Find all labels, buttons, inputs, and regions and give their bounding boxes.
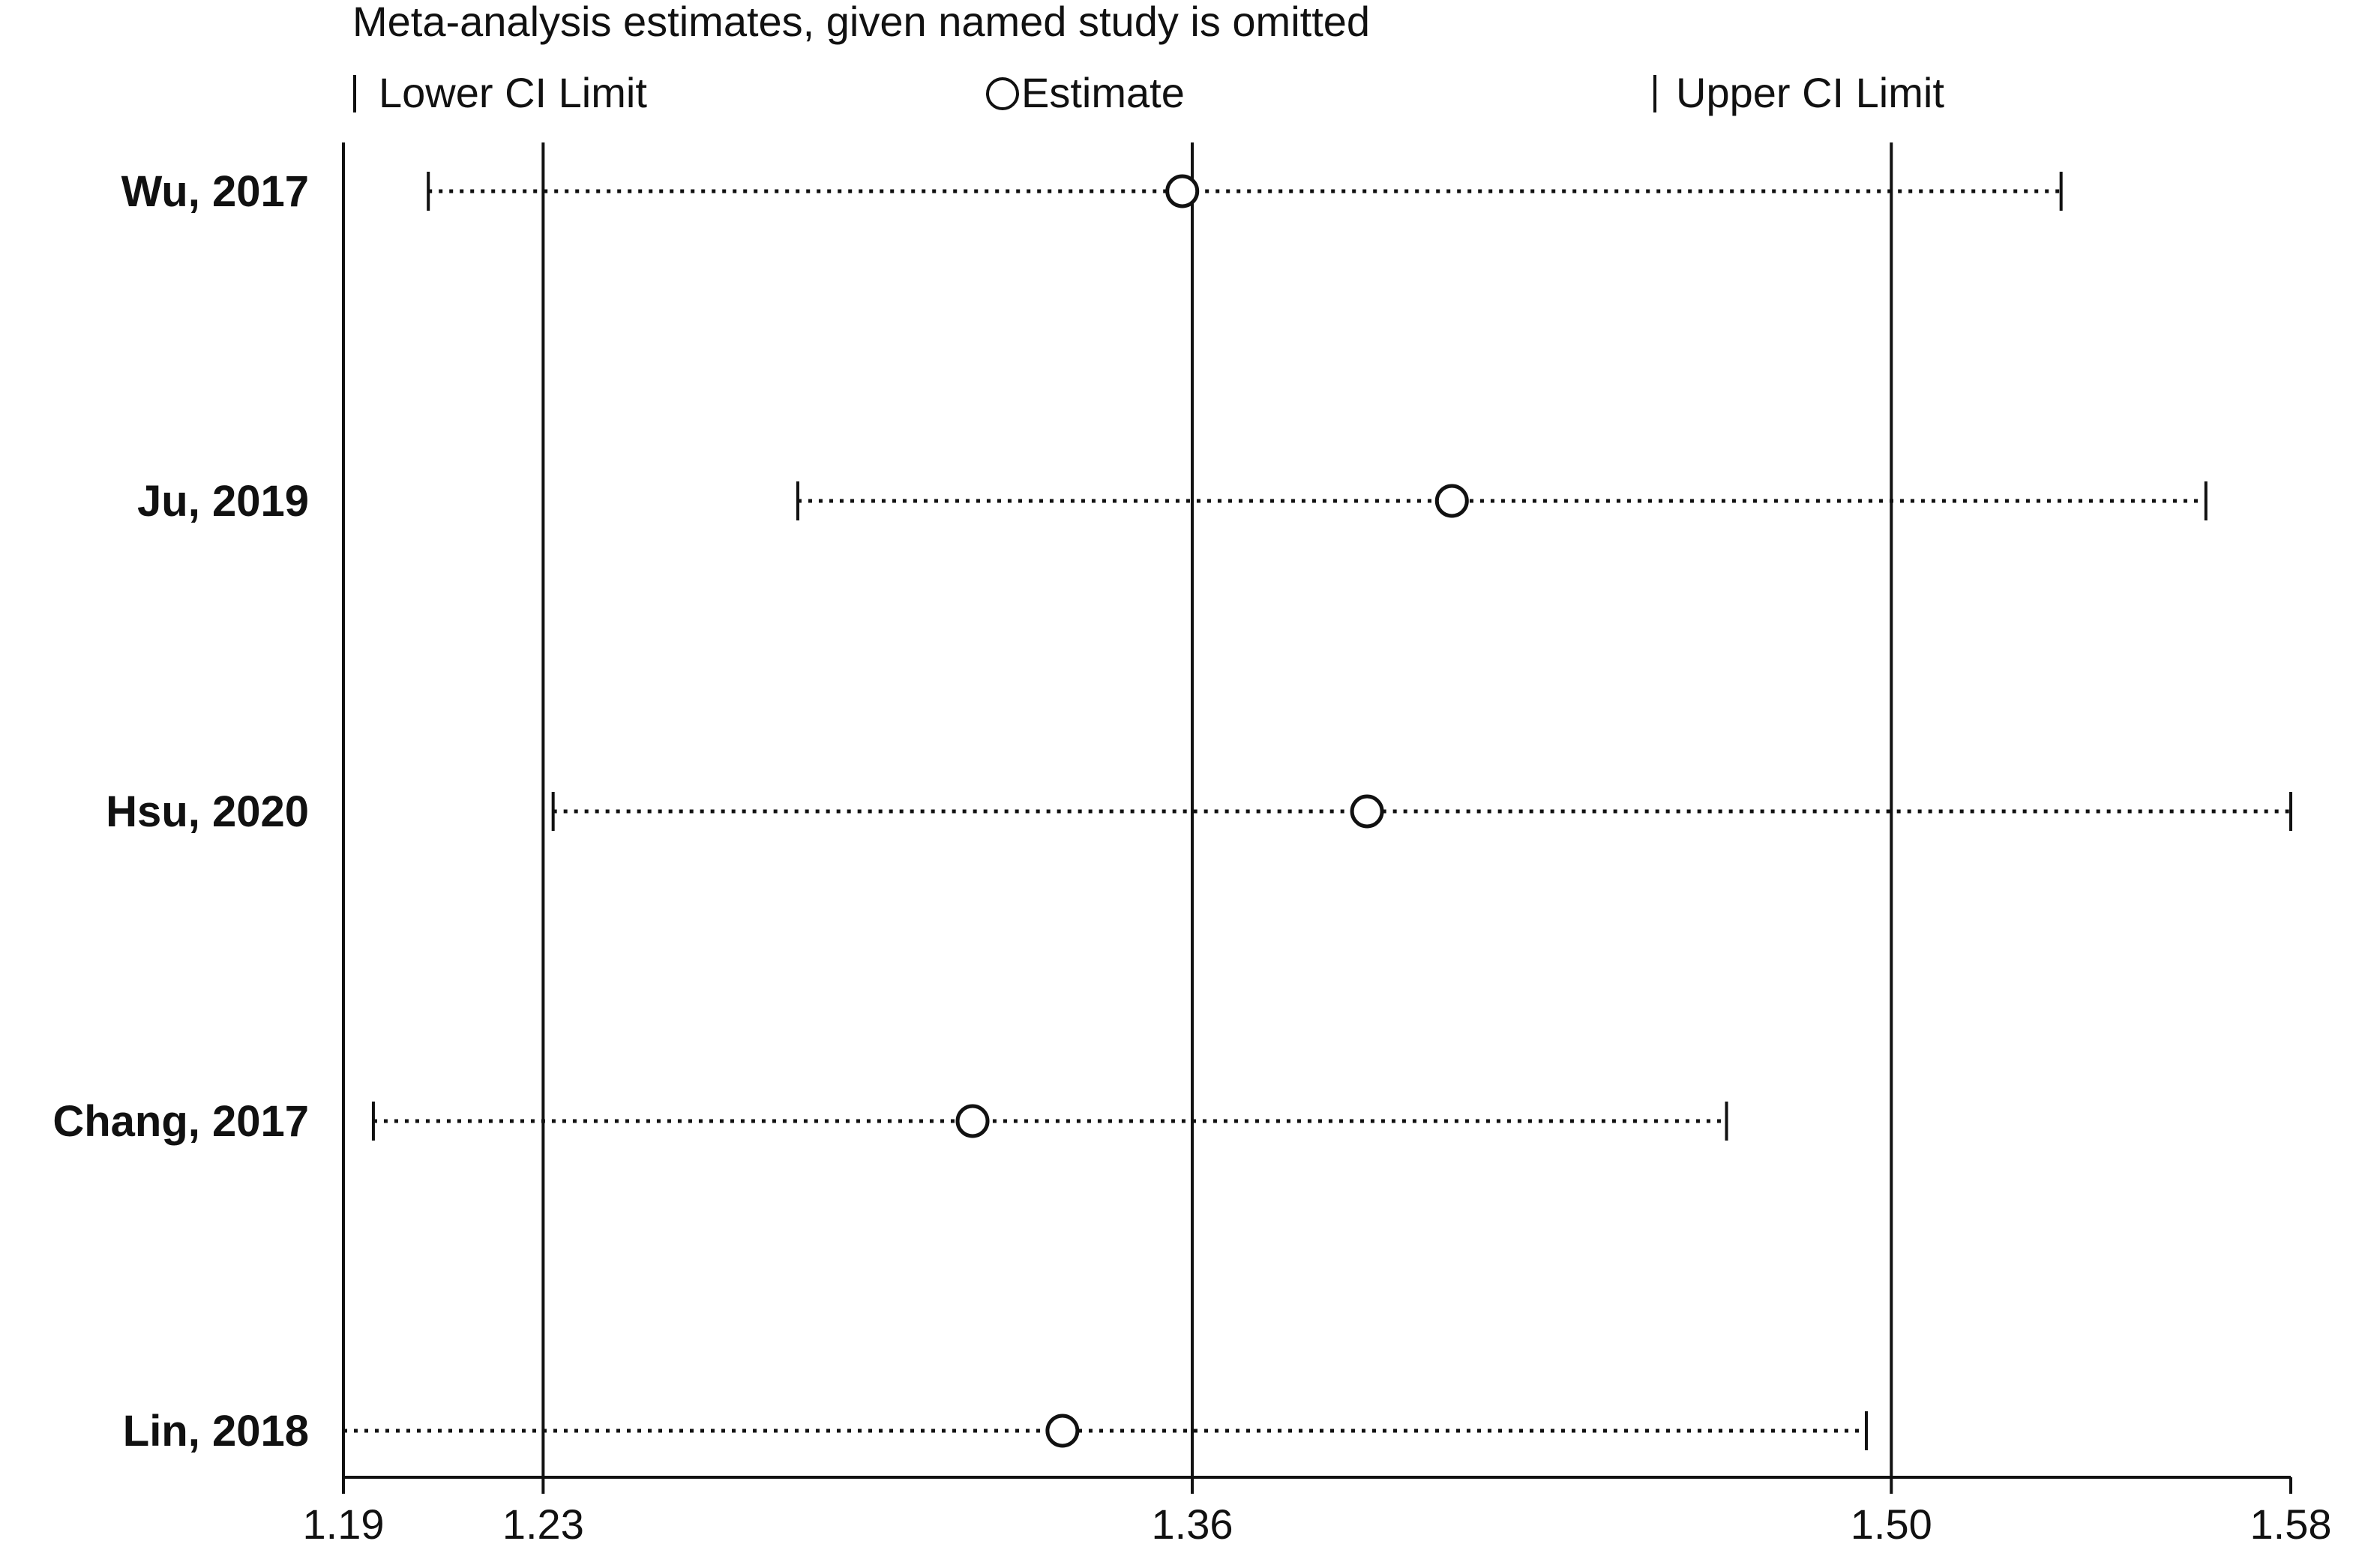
legend-estimate-marker xyxy=(986,77,1019,110)
study-label: Lin, 2018 xyxy=(123,1407,309,1456)
x-tick-label-5: 1.58 xyxy=(2250,1501,2332,1548)
study-label: Hsu, 2020 xyxy=(106,787,309,836)
x-axis: 1.19 1.23 1.36 1.50 1.58 xyxy=(303,1476,2332,1548)
study-row-1: Wu, 2017 xyxy=(121,167,2063,216)
estimate-point xyxy=(1434,484,1469,518)
legend: Lower CI Limit Estimate Upper CI Limit xyxy=(353,69,1944,116)
x-tick-label-2: 1.23 xyxy=(502,1501,584,1548)
chart-title: Meta-analysis estimates, given named stu… xyxy=(352,0,1370,45)
study-label: Ju, 2019 xyxy=(137,477,309,526)
study-row-4: Chang, 2017 xyxy=(52,1097,1728,1146)
estimate-point xyxy=(1350,794,1384,829)
estimate-point xyxy=(1045,1414,1080,1448)
legend-estimate-label: Estimate xyxy=(1021,69,1185,116)
study-row-2: Ju, 2019 xyxy=(137,477,2208,526)
estimate-point xyxy=(1165,174,1200,208)
x-tick-label-4: 1.50 xyxy=(1851,1501,1932,1548)
reference-lines xyxy=(342,142,1893,1477)
study-label: Chang, 2017 xyxy=(52,1097,309,1146)
estimate-point xyxy=(955,1104,990,1138)
legend-lower-limit-label: Lower CI Limit xyxy=(379,69,647,116)
study-rows: Wu, 2017 Ju, 2019 Hsu, 2020 Chang, 2017 Lin,… xyxy=(52,167,2292,1456)
study-label: Wu, 2017 xyxy=(121,167,309,216)
study-row-5: Lin, 2018 xyxy=(123,1407,1868,1456)
x-tick-label-1: 1.19 xyxy=(303,1501,385,1548)
study-row-3: Hsu, 2020 xyxy=(106,787,2292,836)
legend-upper-limit-label: Upper CI Limit xyxy=(1676,69,1944,116)
x-tick-label-3: 1.36 xyxy=(1152,1501,1233,1548)
